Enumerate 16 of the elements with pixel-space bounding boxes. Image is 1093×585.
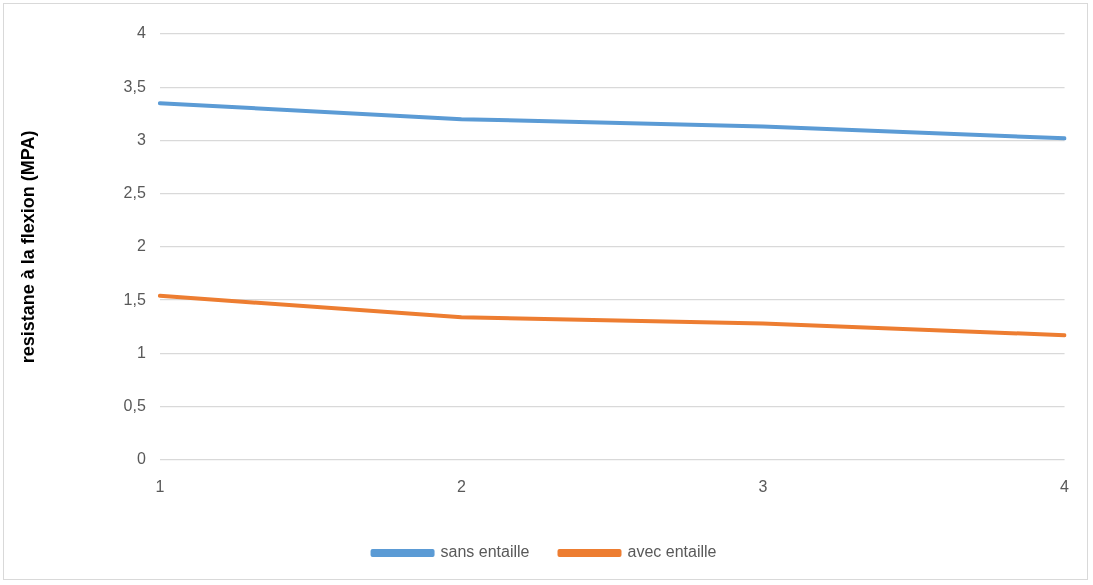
x-tick-label: 2 — [456, 477, 466, 495]
y-tick-label: 4 — [136, 24, 146, 42]
y-tick-label: 3 — [136, 130, 146, 148]
y-axis-title: resistane à la flexion (MPA) — [17, 130, 38, 364]
y-tick-label: 0 — [136, 450, 146, 468]
y-tick-label: 0,5 — [123, 396, 146, 414]
legend-label: sans entaille — [440, 543, 530, 561]
legend-label: avec entaille — [627, 543, 717, 561]
x-tick-label: 4 — [1060, 477, 1070, 495]
y-tick-label: 1 — [136, 343, 146, 361]
x-tick-label: 1 — [155, 477, 165, 495]
y-tick-label: 3,5 — [123, 77, 146, 95]
y-tick-label: 1,5 — [123, 290, 146, 308]
y-tick-label: 2,5 — [123, 184, 146, 202]
y-tick-label: 2 — [136, 237, 146, 255]
x-tick-label: 3 — [758, 477, 768, 495]
